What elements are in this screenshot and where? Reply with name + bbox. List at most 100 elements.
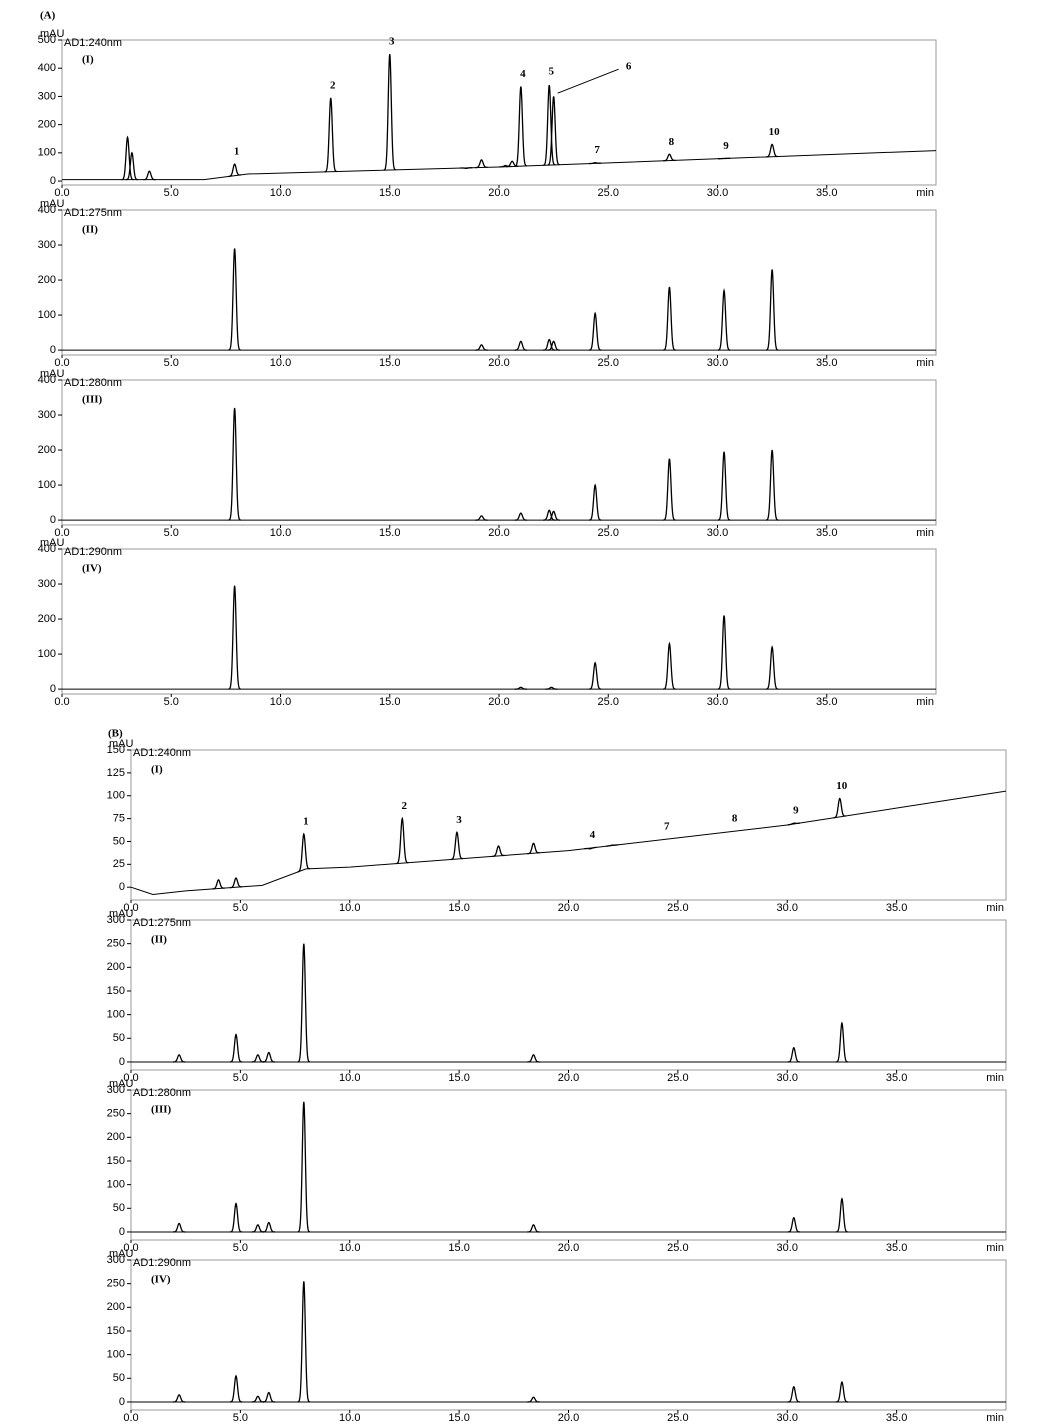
subtitle: AD1:290nm xyxy=(133,1257,191,1269)
x-tick-label: 0.0 xyxy=(123,1072,138,1084)
peak xyxy=(765,449,779,521)
peak xyxy=(251,1395,264,1403)
peak xyxy=(547,96,560,166)
peak xyxy=(475,515,488,521)
y-tick-label: 250 xyxy=(107,1108,125,1120)
y-tick-label: 200 xyxy=(38,274,56,286)
y-tick-label: 0 xyxy=(50,344,56,356)
peak xyxy=(527,1224,540,1233)
x-tick-label: 10.0 xyxy=(270,187,291,199)
y-tick-label: 100 xyxy=(38,309,56,321)
x-tick-label: 5.0 xyxy=(233,1242,248,1254)
x-tick-label: 0.0 xyxy=(123,902,138,914)
peak xyxy=(543,509,556,521)
y-tick-label: 200 xyxy=(107,1131,125,1143)
y-tick-label: 150 xyxy=(107,744,125,756)
y-tick-label: 0 xyxy=(50,514,56,526)
x-tick-label: 35.0 xyxy=(886,902,907,914)
x-tick-label: 35.0 xyxy=(816,527,837,539)
plot-frame xyxy=(61,39,937,186)
peak-label: 1 xyxy=(234,146,240,158)
x-tick-label: 10.0 xyxy=(270,357,291,369)
y-tick-label: 0 xyxy=(119,1056,125,1068)
peak xyxy=(383,54,396,171)
x-axis-label: min xyxy=(986,902,1004,914)
peak xyxy=(835,1381,849,1403)
y-axis-label: mAU xyxy=(40,368,65,380)
x-tick-label: 20.0 xyxy=(488,696,509,708)
x-tick-label: 5.0 xyxy=(164,527,179,539)
peak-label: 5 xyxy=(549,66,555,78)
x-tick-label: 35.0 xyxy=(886,1242,907,1254)
peak xyxy=(229,1033,243,1063)
peak xyxy=(833,797,846,819)
x-tick-label: 35.0 xyxy=(816,357,837,369)
peak xyxy=(475,159,488,169)
x-tick-label: 5.0 xyxy=(164,187,179,199)
peak-label: 4 xyxy=(520,68,526,80)
leader-line xyxy=(557,68,619,94)
panel-label: (III) xyxy=(82,394,103,406)
peak xyxy=(663,641,676,690)
peak xyxy=(297,832,310,873)
x-tick-label: 0.0 xyxy=(54,357,69,369)
x-axis-label: min xyxy=(916,527,934,539)
y-tick-label: 300 xyxy=(107,914,125,926)
peak xyxy=(588,483,602,521)
plot-frame xyxy=(61,379,937,526)
peak xyxy=(450,831,464,861)
y-tick-label: 0 xyxy=(119,881,125,893)
y-tick-label: 100 xyxy=(38,479,56,491)
peak-label: 6 xyxy=(626,61,632,73)
peak xyxy=(460,167,473,170)
peak xyxy=(765,269,779,351)
y-tick-label: 200 xyxy=(38,119,56,131)
x-tick-label: 5.0 xyxy=(233,1412,248,1424)
x-tick-label: 35.0 xyxy=(816,187,837,199)
peak xyxy=(143,170,156,181)
y-tick-label: 250 xyxy=(107,938,125,950)
y-tick-label: 0 xyxy=(50,683,56,695)
x-tick-label: 30.0 xyxy=(707,187,728,199)
subtitle: AD1:290nm xyxy=(64,546,122,558)
x-tick-label: 30.0 xyxy=(777,902,798,914)
peak xyxy=(121,135,134,181)
y-tick-label: 200 xyxy=(38,444,56,456)
x-tick-label: 10.0 xyxy=(339,1242,360,1254)
peak xyxy=(835,1021,849,1063)
y-tick-label: 300 xyxy=(38,239,56,251)
peak xyxy=(543,85,556,166)
y-tick-label: 500 xyxy=(38,34,56,46)
y-tick-label: 100 xyxy=(38,147,56,159)
y-tick-label: 300 xyxy=(38,578,56,590)
peak xyxy=(588,162,602,165)
panel-label: (II) xyxy=(82,224,98,236)
y-tick-label: 150 xyxy=(107,985,125,997)
peak-label: 2 xyxy=(402,800,408,812)
subtitle: AD1:280nm xyxy=(64,377,122,389)
x-tick-label: 15.0 xyxy=(448,902,469,914)
y-tick-label: 50 xyxy=(113,1372,125,1384)
plot-frame xyxy=(130,749,1007,901)
peak xyxy=(514,512,527,521)
x-tick-label: 10.0 xyxy=(339,1412,360,1424)
peak xyxy=(547,340,560,351)
y-tick-label: 100 xyxy=(107,1179,125,1191)
x-tick-label: 5.0 xyxy=(164,357,179,369)
x-tick-label: 20.0 xyxy=(488,357,509,369)
y-axis-label: mAU xyxy=(109,908,134,920)
x-tick-label: 20.0 xyxy=(558,1412,579,1424)
y-axis-label: mAU xyxy=(40,28,65,40)
panel-label: (I) xyxy=(151,764,163,776)
peak xyxy=(262,1391,275,1403)
peak xyxy=(765,143,779,158)
peak xyxy=(173,1222,186,1233)
peak xyxy=(475,344,488,351)
peak xyxy=(297,1281,311,1403)
peak xyxy=(297,943,311,1063)
x-tick-label: 30.0 xyxy=(777,1412,798,1424)
peak xyxy=(717,451,731,521)
peak xyxy=(765,645,779,690)
x-tick-label: 20.0 xyxy=(558,902,579,914)
